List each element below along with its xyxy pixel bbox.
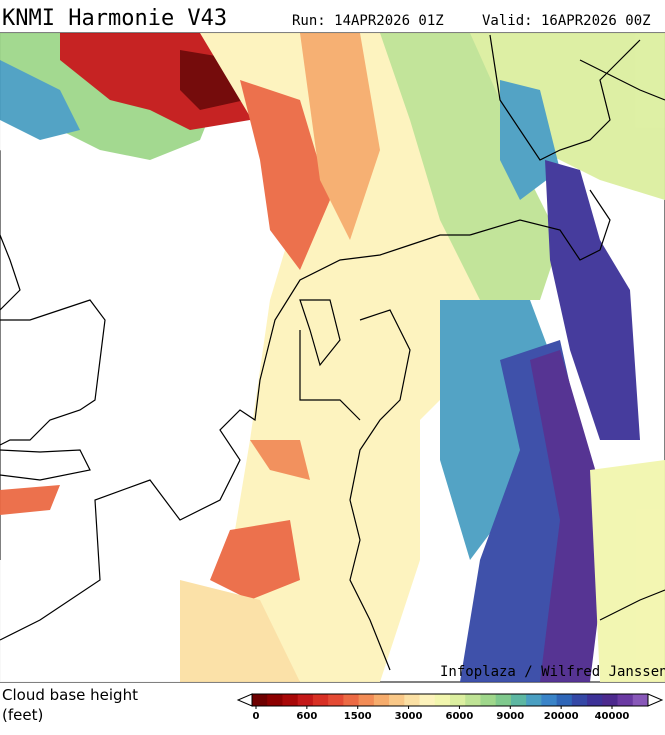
colorbar-segment xyxy=(632,694,649,706)
colorbar-segment xyxy=(617,694,634,706)
colorbar-segment xyxy=(602,694,619,706)
cloud-field xyxy=(0,33,665,682)
colorbar-segment xyxy=(510,694,527,706)
colorbar-tick-label: 0 xyxy=(253,711,260,722)
colorbar-tick-label: 9000 xyxy=(496,711,524,722)
colorbar: 0 600 1500 3000 6000 9000 20000 40000 xyxy=(236,693,664,722)
colorbar-segment xyxy=(480,694,497,706)
colorbar-segment xyxy=(252,694,268,706)
colorbar-segment xyxy=(541,694,558,706)
coastlines xyxy=(0,34,665,671)
colorbar-tick-label: 6000 xyxy=(446,711,474,722)
colorbar-segment xyxy=(373,694,390,706)
colorbar-segment xyxy=(571,694,588,706)
colorbar-segment xyxy=(526,694,542,706)
colorbar-segment xyxy=(328,694,344,706)
colorbar-segment xyxy=(419,694,436,706)
colorbar-segment xyxy=(434,694,451,706)
colorbar-tick-label: 1500 xyxy=(344,711,372,722)
colorbar-segment xyxy=(556,694,573,706)
title: KNMI Harmonie V43 xyxy=(2,6,227,31)
colorbar-segment xyxy=(389,694,405,706)
colorbar-segment xyxy=(587,694,603,706)
colorbar-segment xyxy=(465,694,481,706)
legend-unit: (feet) xyxy=(2,706,43,724)
colorbar-arrow-right xyxy=(647,693,664,707)
credit: Infoplaza / Wilfred Janssen xyxy=(440,664,665,680)
valid-time: Valid: 16APR2026 00Z xyxy=(482,13,651,29)
map: Infoplaza / Wilfred Janssen xyxy=(0,32,665,683)
colorbar-segment xyxy=(495,694,512,706)
colorbar-segment xyxy=(450,694,466,706)
colorbar-outline xyxy=(251,693,649,707)
colorbar-segment xyxy=(404,694,421,706)
legend-title: Cloud base height xyxy=(2,686,138,704)
colorbar-segment xyxy=(343,694,360,706)
colorbar-tick-label: 600 xyxy=(296,711,317,722)
colorbar-segment xyxy=(282,694,299,706)
colorbar-segment xyxy=(312,694,329,706)
colorbar-tick-label: 3000 xyxy=(395,711,423,722)
run-time: Run: 14APR2026 01Z xyxy=(292,13,444,29)
colorbar-segment xyxy=(358,694,375,706)
colorbar-segment xyxy=(297,694,314,706)
colorbar-tick-label: 40000 xyxy=(595,711,630,722)
colorbar-arrow-left xyxy=(236,693,253,707)
colorbar-tick-label: 20000 xyxy=(544,711,579,722)
colorbar-segment xyxy=(267,694,283,706)
